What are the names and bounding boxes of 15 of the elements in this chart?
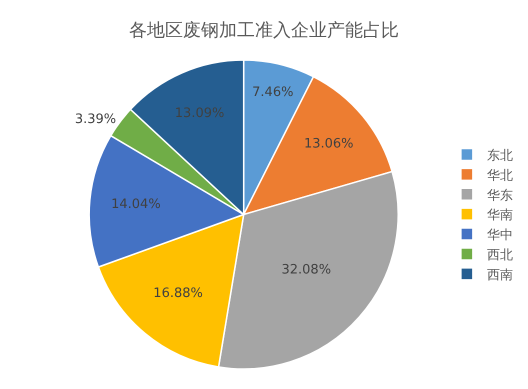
data-label: 14.04%: [111, 196, 161, 212]
legend-label: 西北: [486, 248, 513, 264]
data-label: 13.06%: [304, 136, 354, 152]
data-label: 7.46%: [252, 85, 294, 100]
data-label: 13.09%: [174, 106, 224, 121]
legend-label: 东北: [486, 148, 513, 164]
data-label: 32.08%: [281, 262, 332, 278]
data-label: 3.39%: [74, 112, 116, 127]
data-label: 16.88%: [153, 286, 203, 301]
legend-label: 华中: [486, 228, 513, 244]
legend-label: 华南: [486, 208, 513, 224]
legend-label: 华东: [486, 188, 513, 204]
chart-title: 各地区废钢加工准入企业产能占比: [129, 20, 399, 41]
legend-label: 华北: [486, 168, 513, 184]
legend-label: 西南: [486, 268, 513, 283]
